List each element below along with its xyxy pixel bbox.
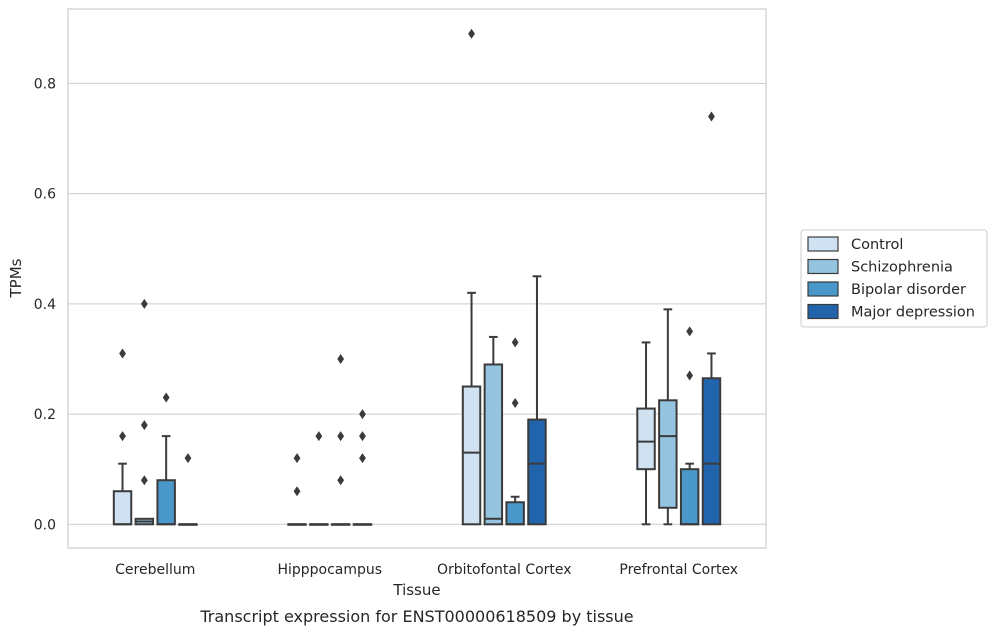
outlier-point — [140, 420, 148, 431]
outlier-point — [162, 392, 170, 403]
outlier-point — [686, 370, 694, 381]
box — [461, 385, 482, 526]
x-axis-label: Tissue — [392, 581, 440, 599]
plot-frame — [67, 8, 767, 549]
box-group — [134, 298, 155, 526]
box — [483, 363, 504, 526]
x-tick-labels: Cerebellum Hipppocampus Orbitofontal Corte… — [115, 562, 738, 578]
outlier-point — [119, 431, 126, 442]
legend-swatch — [807, 281, 839, 297]
box-group — [287, 453, 307, 526]
legend-swatch — [807, 303, 839, 320]
box — [156, 479, 176, 526]
outlier-point — [337, 353, 345, 364]
x-tick-label: Orbitofontal Cortex — [437, 562, 572, 578]
outlier-point — [315, 431, 323, 442]
box-group — [701, 111, 722, 526]
outlier-point — [468, 28, 475, 39]
outlier-point — [708, 111, 715, 122]
outlier-point — [140, 475, 148, 486]
outlier-point — [359, 453, 366, 464]
x-tick-label: Cerebellum — [115, 562, 195, 578]
box-group — [461, 28, 482, 526]
outlier-point — [293, 453, 301, 464]
legend-label: Major depression — [851, 305, 975, 321]
y-tick-label: 0.6 — [34, 187, 56, 203]
box — [679, 468, 700, 526]
box-group — [505, 337, 525, 526]
box-group — [483, 335, 504, 526]
box — [505, 501, 525, 526]
box-group — [178, 453, 198, 526]
legend-swatch — [807, 258, 839, 275]
box-group — [352, 409, 373, 526]
y-tick-label: 0.8 — [34, 76, 56, 92]
box — [701, 377, 722, 526]
outlier-point — [686, 326, 694, 337]
legend-frame — [800, 229, 988, 328]
chart-caption: Transcript expression for ENST0000061850… — [199, 607, 633, 626]
box — [527, 418, 547, 526]
y-axis-label: TPMs — [7, 258, 25, 298]
legend-label: Bipolar disorder — [851, 282, 966, 298]
box-group — [309, 431, 329, 526]
box-group — [330, 353, 351, 526]
outlier-point — [511, 398, 519, 409]
outlier-point — [337, 475, 345, 486]
x-tick-label: Hipppocampus — [277, 562, 382, 578]
legend: Control Schizophrenia Bipolar disorder Majo… — [800, 229, 988, 328]
y-tick-label: 0.2 — [34, 407, 56, 423]
x-tick-label: Prefrontal Cortex — [619, 562, 738, 578]
outlier-point — [119, 348, 126, 359]
legend-label: Schizophrenia — [851, 260, 953, 276]
box — [658, 399, 678, 509]
box — [636, 407, 656, 471]
box-group — [527, 275, 547, 526]
outlier-point — [359, 431, 366, 442]
box-group — [636, 341, 656, 526]
legend-label: Control — [851, 237, 903, 253]
box-group — [679, 326, 700, 526]
legend-swatch — [807, 236, 839, 252]
y-tick-label: 0.4 — [34, 297, 56, 313]
box — [112, 490, 133, 526]
box-group — [658, 308, 678, 526]
boxes-layer — [112, 28, 722, 526]
outlier-point — [337, 431, 345, 442]
box-group — [112, 348, 133, 526]
outlier-point — [184, 453, 192, 464]
outlier-point — [293, 486, 301, 497]
outlier-point — [359, 409, 366, 420]
box-group — [156, 392, 176, 526]
y-tick-labels: 0.0 0.2 0.4 0.6 0.8 — [34, 76, 56, 533]
outlier-point — [140, 298, 148, 309]
outlier-point — [511, 337, 519, 348]
y-tick-label: 0.0 — [34, 517, 56, 533]
